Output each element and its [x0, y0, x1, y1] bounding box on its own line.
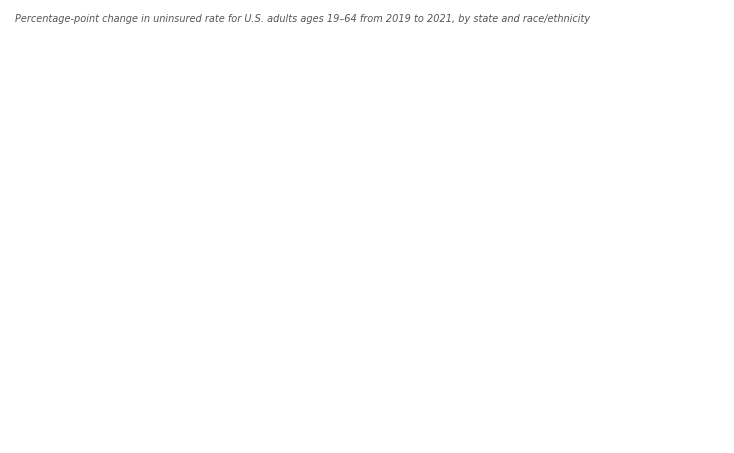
Text: Percentage-point change in uninsured rate for U.S. adults ages 19–64 from 2019 t: Percentage-point change in uninsured rat…	[15, 14, 590, 24]
